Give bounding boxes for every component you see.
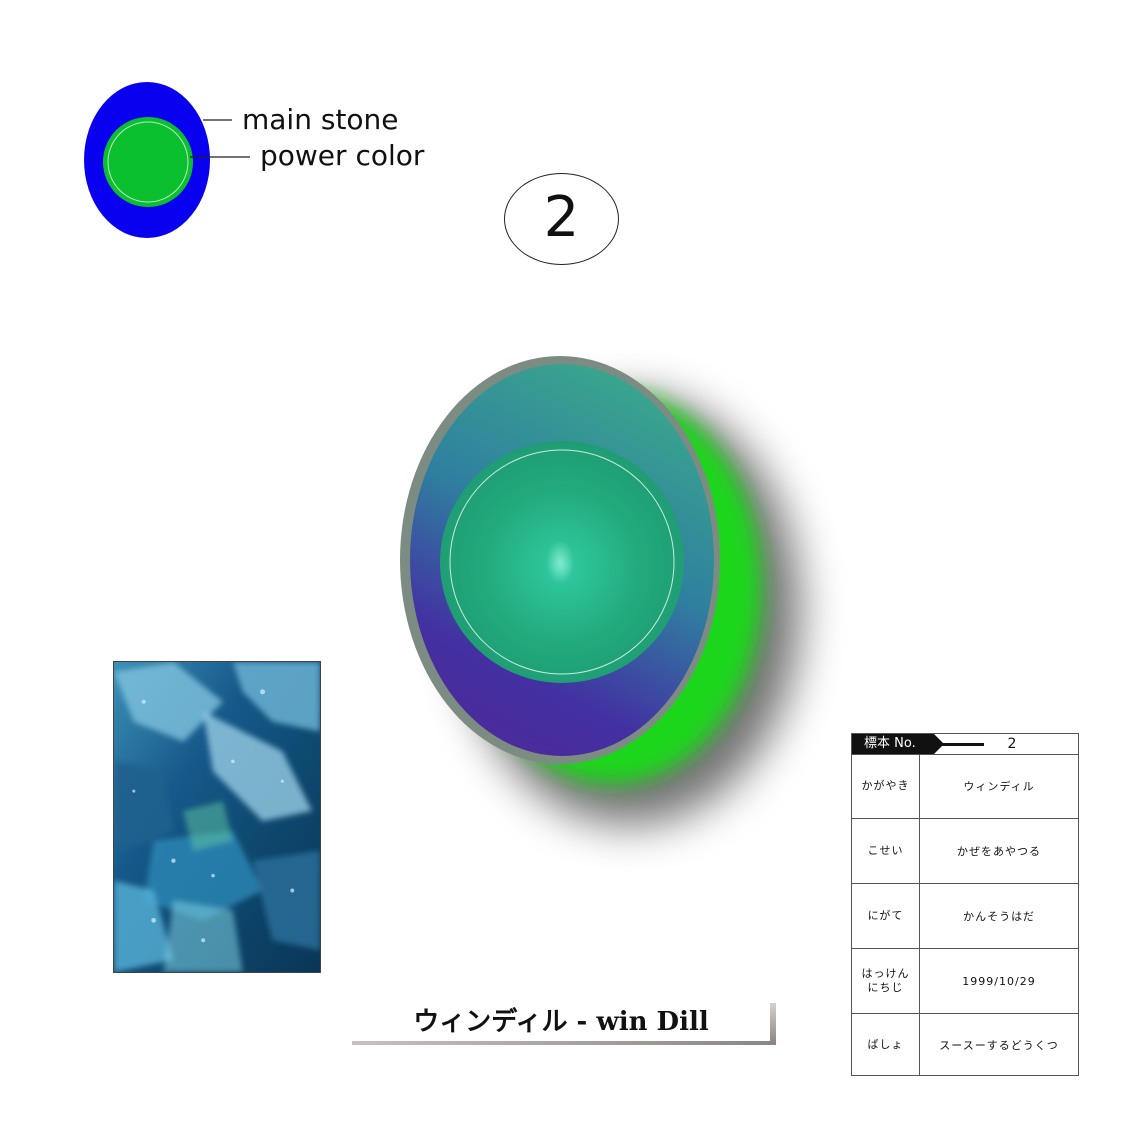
card-row-value: かぜをあやつる (957, 845, 1041, 858)
stone-name: ウィンディル - win Dill (413, 1007, 709, 1037)
specimen-card: 標本 No. 2 かがやき ウィンディル こせい かぜをあやつる にがて かんそ… (851, 733, 1079, 1076)
card-row-key: こせい (852, 819, 920, 883)
specimen-card-header: 標本 No. 2 (852, 734, 1078, 755)
tag-arrow (934, 734, 944, 754)
legend-power-color-ring (107, 121, 189, 203)
name-plate-underline (352, 1041, 776, 1045)
stone-core-ring (449, 449, 675, 675)
main-stone-illustration (380, 340, 820, 860)
crystal-photo-image (114, 662, 320, 972)
crystal-photo (113, 661, 321, 973)
card-row-nigate: にがて かんそうはだ (852, 884, 1078, 949)
card-row-key: はっけん にちじ (852, 949, 920, 1013)
legend: main stone power color (80, 78, 460, 243)
name-plate: ウィンディル - win Dill (352, 1003, 776, 1045)
card-row-key: かがやき (852, 754, 920, 818)
specimen-number-tag: 標本 No. (852, 734, 934, 754)
card-row-kosei: こせい かぜをあやつる (852, 819, 1078, 884)
card-row-value: スースーするどうくつ (939, 1038, 1059, 1052)
tag-line (942, 743, 984, 746)
card-row-key: ばしょ (852, 1014, 920, 1075)
stone-svg (400, 356, 800, 825)
stone-highlight (546, 540, 574, 584)
specimen-card-number: 2 (1007, 736, 1017, 752)
card-row-hakken-nichiji: はっけん にちじ 1999/10/29 (852, 949, 1078, 1014)
specimen-number-badge: 2 (504, 173, 619, 265)
legend-power-color-swatch (103, 117, 193, 207)
card-row-basho: ばしょ スースーするどうくつ (852, 1014, 1078, 1075)
card-row-value: 1999/10/29 (962, 974, 1036, 988)
specimen-number: 2 (543, 185, 580, 250)
card-row-key: にがて (852, 884, 920, 948)
legend-main-stone-label: main stone (242, 103, 399, 136)
card-row-value: ウィンディル (963, 780, 1035, 793)
card-row-value: かんそうはだ (963, 910, 1035, 923)
card-row-kagayaki: かがやき ウィンディル (852, 754, 1078, 819)
legend-stone-diagram (84, 82, 250, 238)
name-plate-edge (770, 1003, 776, 1045)
legend-power-color-label: power color (260, 139, 425, 172)
